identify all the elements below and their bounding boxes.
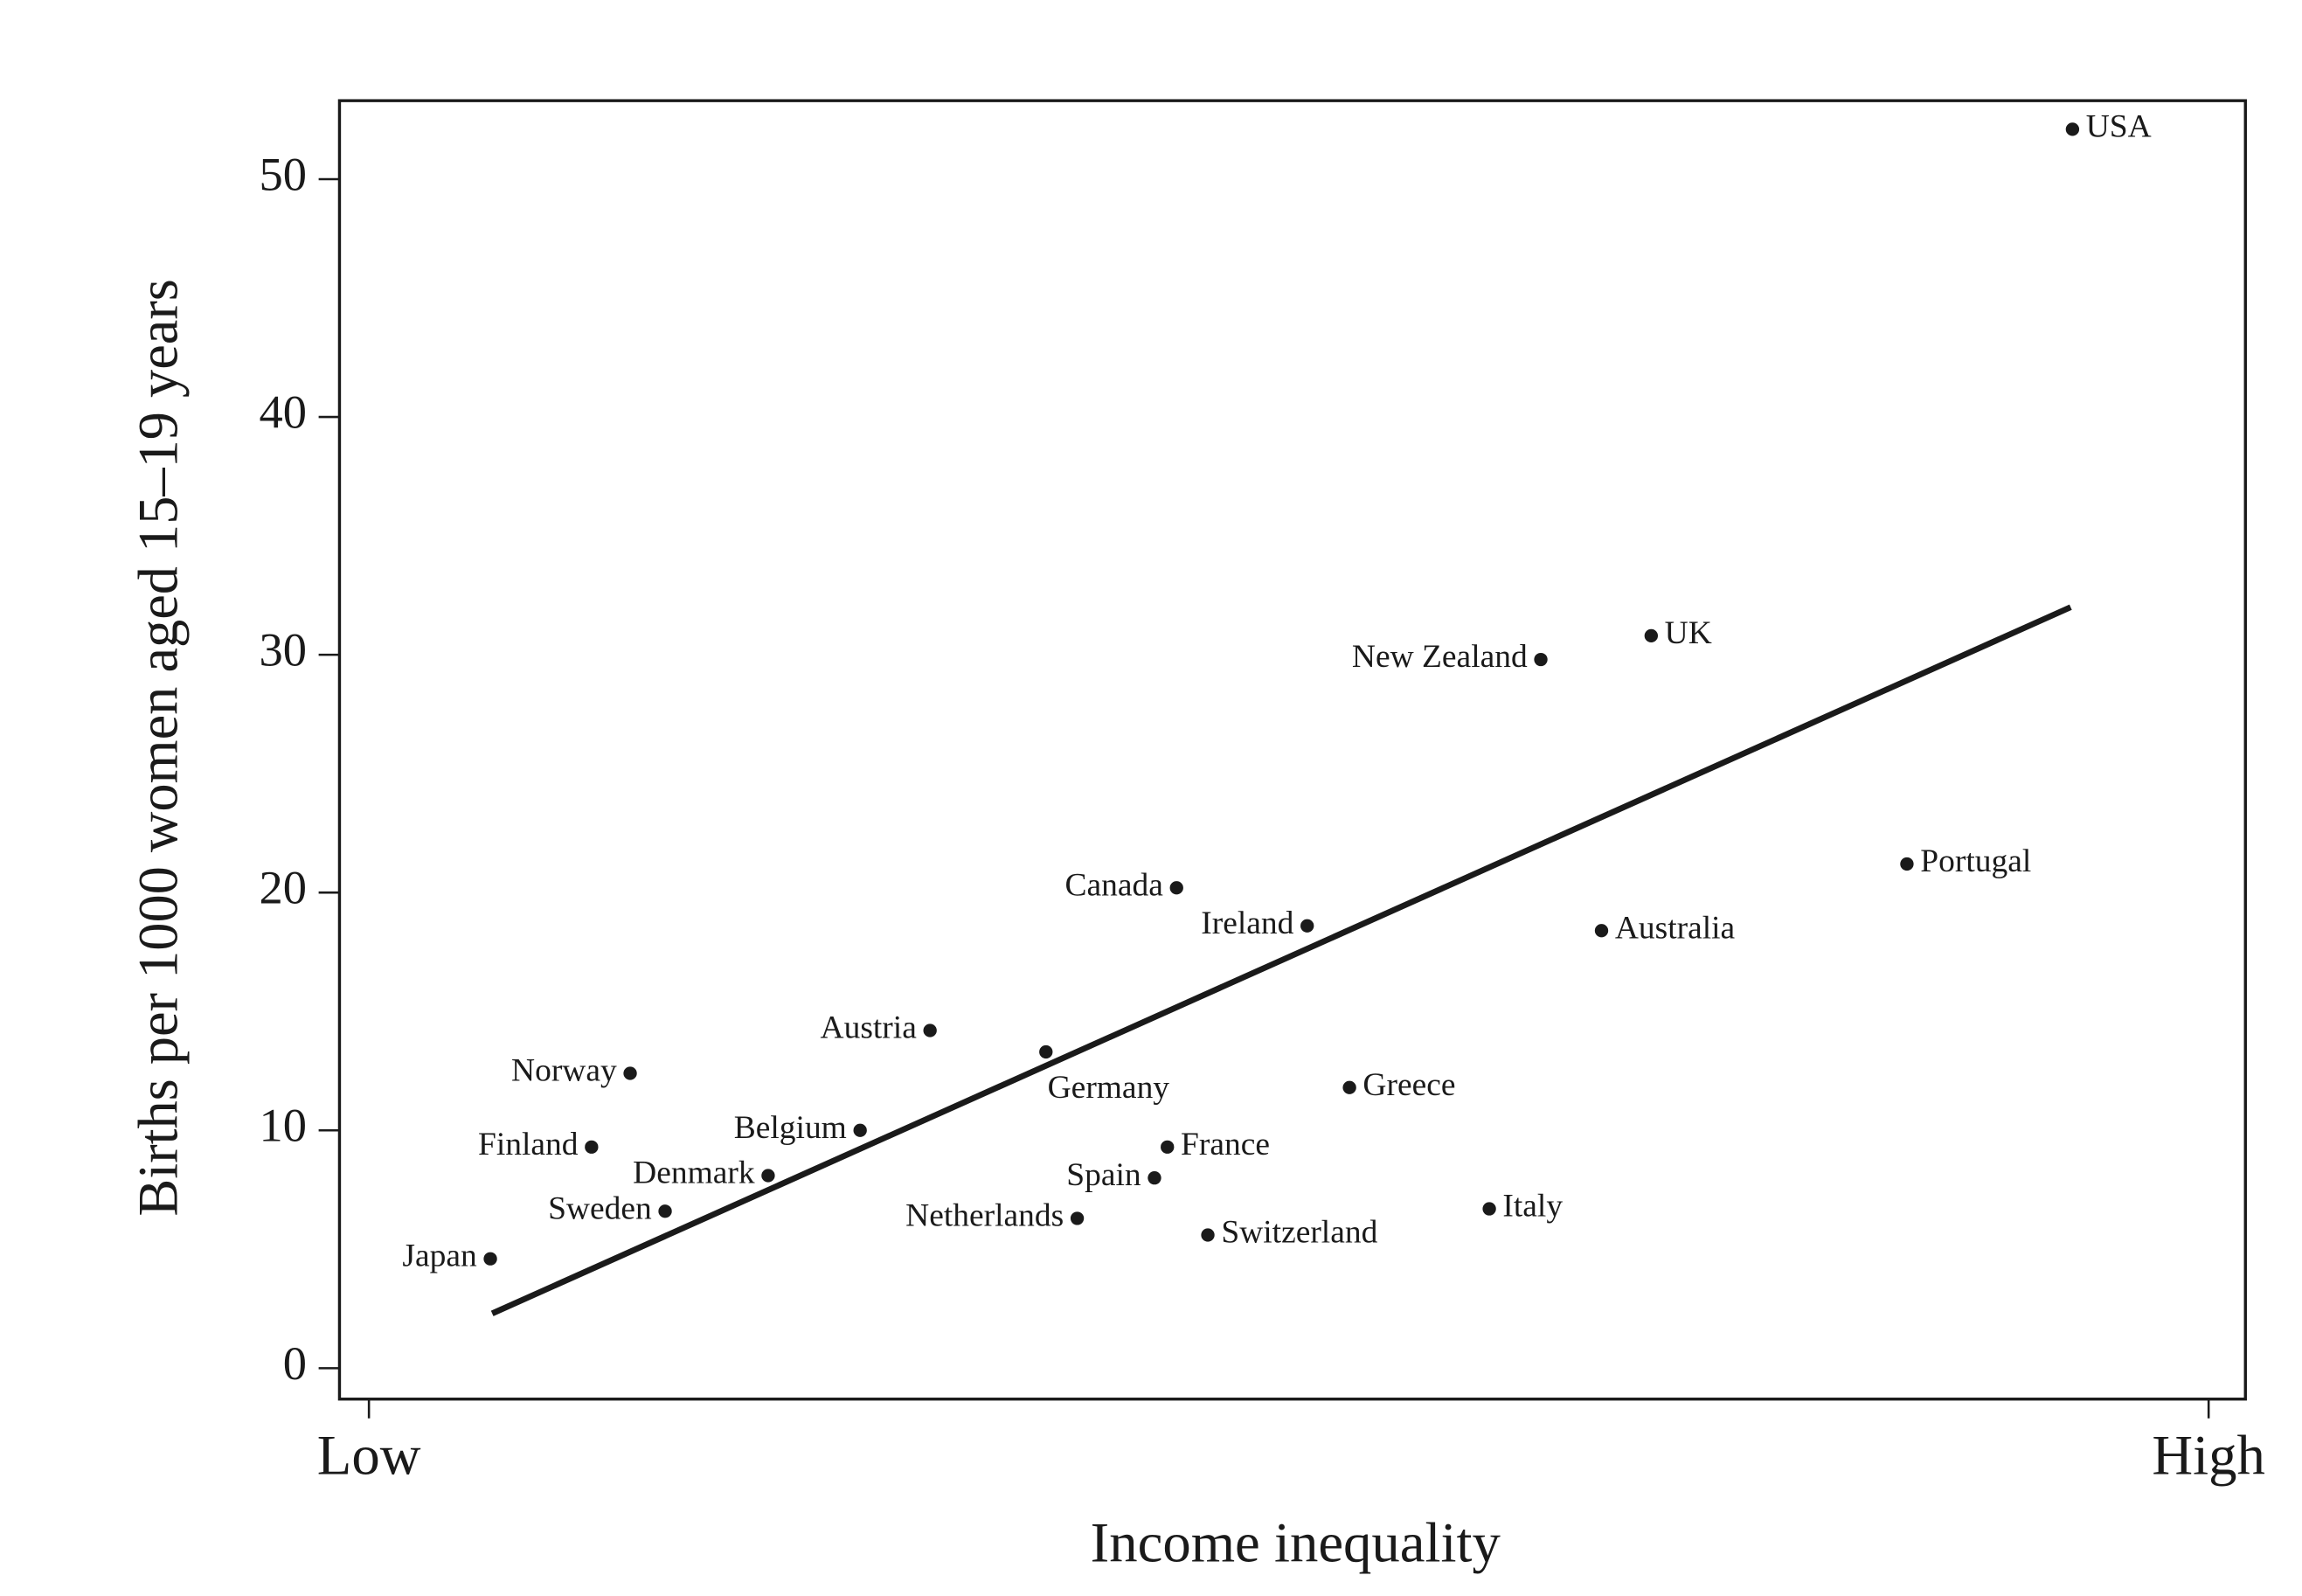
x-tick-label: High [2152,1424,2264,1487]
point-label: Portugal [1920,843,2031,879]
point [1900,857,1914,871]
point [1070,1211,1085,1225]
point [1534,652,1548,667]
y-tick-label: 0 [283,1337,307,1390]
y-axis-label: Births per 1000 women aged 15–19 years [126,279,189,1216]
point [483,1252,497,1266]
point [1594,924,1609,938]
point-label: Netherlands [905,1198,1064,1234]
point-label: Germany [1048,1070,1170,1106]
point [1342,1080,1356,1094]
point [1482,1202,1496,1216]
point-label: New Zealand [1352,639,1528,675]
y-tick-label: 40 [259,386,307,439]
point-label: Canada [1065,867,1164,903]
point-label: Switzerland [1221,1215,1377,1251]
point [853,1123,867,1137]
point-label: France [1181,1127,1270,1162]
point [761,1169,775,1183]
point [2065,122,2080,136]
point [1039,1044,1053,1059]
point [658,1204,672,1218]
point-label: Austria [821,1010,918,1046]
point [585,1140,599,1154]
point [1201,1228,1215,1242]
y-tick-label: 50 [259,149,307,201]
point [1148,1171,1161,1185]
point-label: Spain [1066,1157,1141,1193]
point-label: Norway [511,1053,617,1089]
x-axis-label: Income inequality [1091,1511,1501,1574]
point [1300,919,1314,933]
y-tick-label: 20 [259,862,307,914]
point-label: UK [1665,615,1712,651]
point [1169,881,1183,895]
point [1644,628,1659,642]
point [623,1066,637,1080]
point-label: Greece [1362,1067,1455,1103]
point-label: USA [2086,108,2152,144]
point-label: Italy [1502,1189,1563,1225]
point-label: Ireland [1201,906,1293,941]
plot-frame [337,99,2247,1401]
point-label: Japan [402,1239,477,1274]
point [923,1024,937,1037]
point-label: Sweden [548,1190,652,1226]
point-label: Australia [1615,910,1736,946]
point-label: Finland [478,1127,579,1162]
y-tick-label: 10 [259,1100,307,1152]
point [1161,1140,1175,1154]
trend-line [490,604,2072,1316]
point-label: Belgium [734,1110,847,1146]
y-tick-label: 30 [259,624,307,677]
x-tick-label: Low [317,1424,421,1487]
point-label: Denmark [633,1155,755,1191]
